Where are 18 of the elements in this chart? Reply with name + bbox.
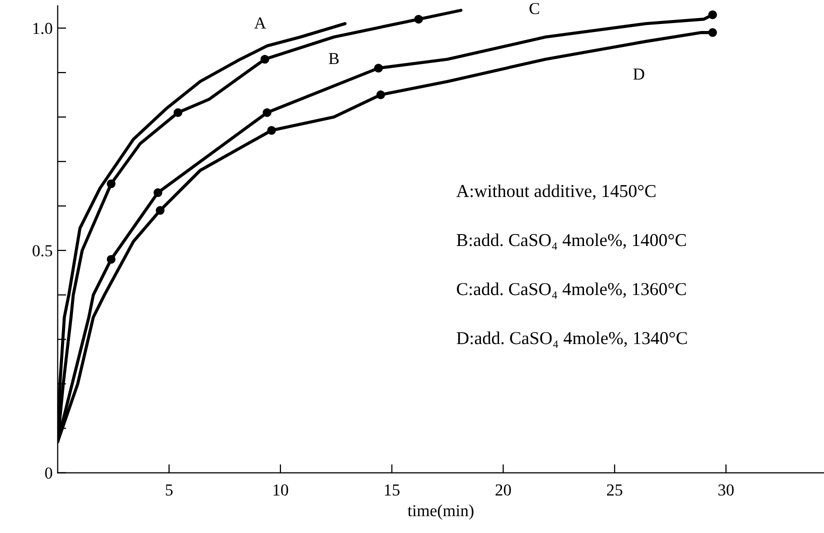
x-tick-label: 25 [606,484,622,496]
annotation: A:without additive, 1450°C [456,184,656,200]
y-tick-label: 1.0 [33,22,52,34]
x-axis-title: time(min) [408,504,474,520]
x-tick-label: 10 [274,484,288,496]
series-label: B [328,53,339,64]
x-tick-label: 15 [384,484,400,496]
y-tick-label: 0.5 [32,245,52,256]
series-label: A [254,17,266,28]
x-tick-label: 5 [166,484,173,496]
annotation: D:add. CaSO₄ 4mole%, 1340°C [456,332,687,348]
series-label: C [530,2,540,14]
series-label: D [633,68,644,80]
x-tick-label: 20 [496,484,511,496]
annotation: C:add. CaSO₄ 4mole%, 1360°C [456,282,686,299]
annotation: B:add. CaSO₄ 4mole%, 1400°C [456,233,686,250]
x-tick-label: 30 [718,484,734,496]
y-tick-label: 0 [45,467,52,479]
